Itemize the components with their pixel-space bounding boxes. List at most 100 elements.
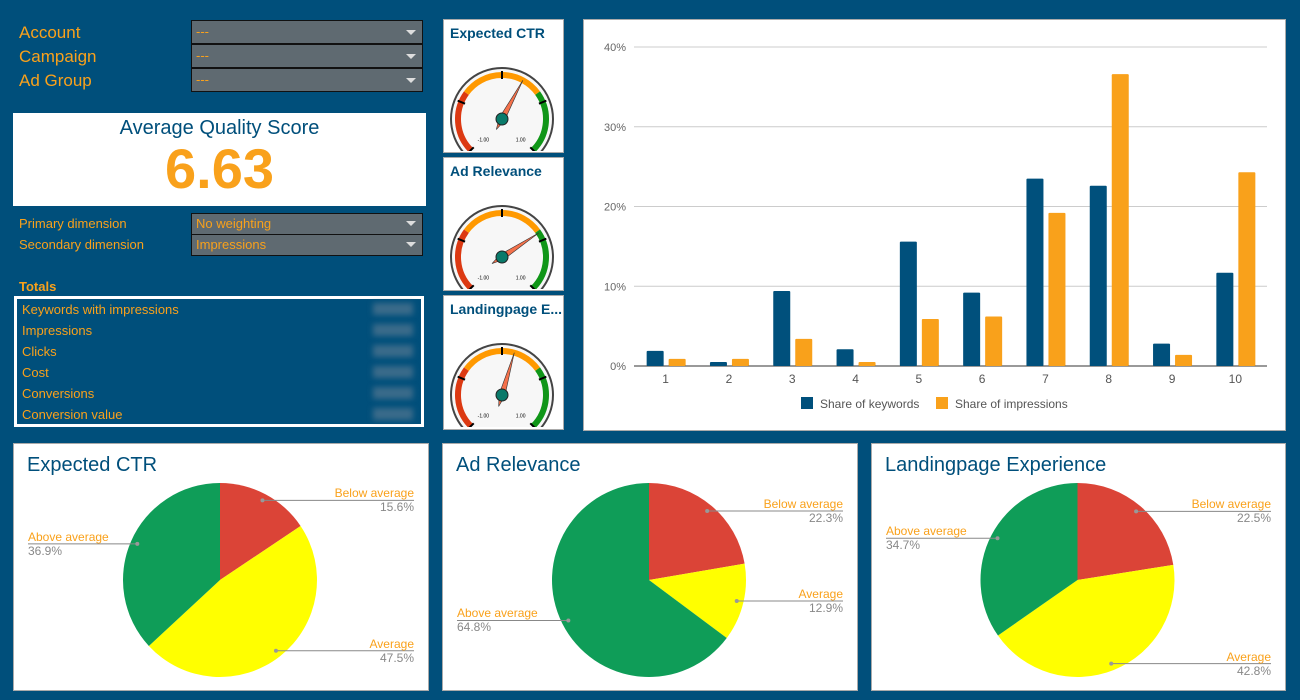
pie-ad-relevance: Ad Relevance Below average 22.3% Average 12.…	[442, 443, 858, 691]
leader-dot	[995, 536, 1000, 541]
totals-row: Clicks	[17, 341, 421, 362]
chevron-down-icon	[406, 54, 416, 59]
pie-slice-average	[997, 564, 1175, 677]
primary-dimension-select[interactable]: No weighting	[191, 213, 423, 235]
gauge-red-zone	[455, 229, 474, 291]
gauge-hub	[495, 250, 509, 264]
gauge-title: Ad Relevance	[450, 163, 542, 179]
totals-row: Keywords with impressions	[17, 299, 421, 320]
slice-name: Above average	[886, 524, 967, 539]
pie-label: Below average 22.3%	[764, 497, 843, 525]
gauge-dial: -1.001.000.21	[450, 67, 554, 171]
bar-share-of-impressions	[921, 318, 939, 366]
gauge-landingpage-experience: Landingpage E... -1.001.000.12	[443, 295, 564, 447]
gauge-tick	[538, 375, 547, 381]
bar-share-of-impressions	[668, 358, 686, 366]
slice-name: Below average	[334, 486, 414, 501]
gauge-dial: -1.001.000.12	[450, 343, 554, 447]
average-quality-score-card: Average Quality Score 6.63	[13, 113, 426, 206]
leader-dot	[273, 648, 278, 653]
ad-group-select[interactable]: ---	[191, 68, 423, 92]
leader-dot	[135, 541, 140, 546]
y-tick-label: 0%	[610, 361, 626, 373]
x-tick-label: 8	[1105, 372, 1112, 386]
bar-share-of-keywords	[773, 291, 791, 366]
campaign-value: ---	[196, 48, 209, 63]
row-label: Clicks	[22, 344, 57, 359]
row-label: Impressions	[22, 323, 93, 338]
blurred-value	[373, 408, 413, 420]
bar-share-of-keywords	[1089, 185, 1107, 366]
legend-label: Share of impressions	[955, 397, 1068, 411]
leader-dot	[1109, 661, 1114, 666]
ad-group-label: Ad Group	[19, 71, 92, 90]
bar-share-of-keywords	[646, 350, 664, 366]
totals-row: Cost	[17, 362, 421, 383]
y-tick-label: 30%	[604, 122, 626, 134]
totals-title: Totals	[19, 279, 57, 294]
gauge-title: Expected CTR	[450, 25, 545, 41]
pie-label: Below average 22.5%	[1192, 497, 1271, 525]
pie-slice-above-average	[980, 483, 1078, 636]
chevron-down-icon	[406, 221, 416, 226]
leader-dot	[566, 618, 571, 623]
gauge-min-label: -1.00	[478, 414, 490, 420]
bar-share-of-keywords	[1216, 272, 1234, 366]
legend-swatch	[936, 397, 948, 409]
blurred-value	[373, 345, 413, 357]
totals-row: Conversions	[17, 383, 421, 404]
slice-name: Average	[369, 636, 414, 651]
gauge-green-zone	[530, 367, 549, 429]
gauge-hub	[495, 112, 509, 126]
gauge-title: Landingpage E...	[450, 301, 563, 317]
pie-label: Below average 15.6%	[335, 486, 414, 514]
campaign-select[interactable]: ---	[191, 44, 423, 68]
pie-slice-below-average	[220, 483, 301, 580]
pie-slice-above-average	[551, 483, 727, 677]
totals-row: Impressions	[17, 320, 421, 341]
gauge-tick	[538, 237, 547, 243]
x-tick-label: 3	[789, 372, 796, 386]
totals-row: Conversion value	[17, 404, 421, 425]
pie-label: Above average 64.8%	[457, 606, 538, 634]
slice-percent: 42.8%	[1236, 663, 1271, 678]
bar-share-of-keywords	[709, 362, 727, 366]
gauge-max-label: 1.00	[516, 138, 526, 144]
pie-label: Average 12.9%	[799, 587, 843, 615]
slice-name: Average	[798, 587, 843, 602]
x-tick-label: 9	[1169, 372, 1176, 386]
gauge-expected-ctr: Expected CTR -1.001.000.21	[443, 19, 564, 171]
pie-chart	[886, 483, 1271, 677]
ad-group-value: ---	[196, 72, 209, 87]
bar-share-of-impressions	[795, 338, 813, 366]
chevron-down-icon	[406, 78, 416, 83]
blurred-value	[373, 366, 413, 378]
bar-share-of-keywords	[963, 292, 981, 366]
campaign-label: Campaign	[19, 47, 97, 66]
slice-percent: 15.6%	[379, 500, 414, 515]
primary-dimension-value: No weighting	[196, 216, 272, 231]
x-tick-label: 6	[979, 372, 986, 386]
row-label: Conversions	[22, 386, 95, 401]
slice-name: Above average	[28, 529, 109, 544]
pie-slice-below-average	[649, 483, 745, 580]
slice-percent: 12.9%	[808, 601, 843, 616]
bar-share-of-impressions	[1048, 212, 1066, 366]
slice-name: Below average	[763, 497, 843, 512]
totals-table: Keywords with impressions Impressions Cl…	[14, 296, 424, 427]
y-tick-label: 40%	[604, 42, 626, 54]
bar-share-of-keywords	[899, 241, 917, 366]
chevron-down-icon	[406, 242, 416, 247]
secondary-dimension-select[interactable]: Impressions	[191, 234, 423, 256]
bar-share-of-keywords	[836, 349, 854, 366]
secondary-dimension-label: Secondary dimension	[19, 237, 145, 252]
bar-share-of-impressions	[985, 316, 1003, 366]
x-tick-label: 4	[852, 372, 859, 386]
pie-label: Average 47.5%	[370, 637, 414, 665]
bar-share-of-impressions	[1175, 354, 1193, 366]
account-select[interactable]: ---	[191, 20, 423, 44]
primary-dimension-label: Primary dimension	[19, 216, 127, 231]
leader-dot	[260, 498, 265, 503]
pie-slice-below-average	[1077, 483, 1174, 580]
pie-chart	[457, 483, 843, 677]
